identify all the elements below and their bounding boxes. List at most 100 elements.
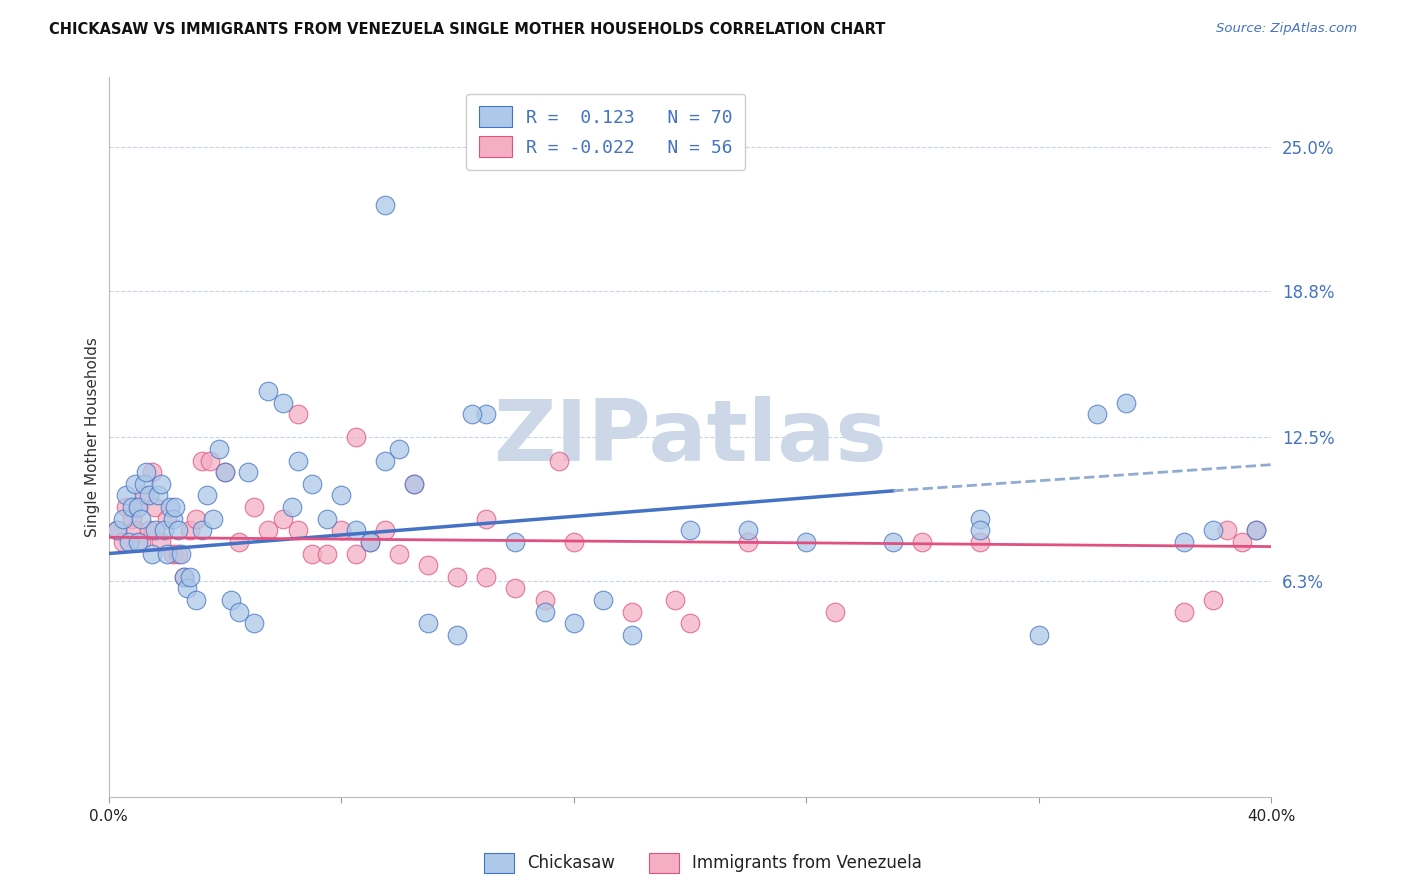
Point	[620, 628, 643, 642]
Point	[737, 535, 759, 549]
Point	[135, 465, 157, 479]
Point	[969, 524, 991, 538]
Point	[388, 442, 411, 456]
Point	[184, 512, 207, 526]
Legend: R =  0.123   N = 70, R = -0.022   N = 56: R = 0.123 N = 70, R = -0.022 N = 56	[467, 94, 745, 169]
Point	[664, 593, 686, 607]
Point	[243, 500, 266, 514]
Point	[112, 535, 135, 549]
Point	[1230, 535, 1253, 549]
Text: CHICKASAW VS IMMIGRANTS FROM VENEZUELA SINGLE MOTHER HOUSEHOLDS CORRELATION CHAR: CHICKASAW VS IMMIGRANTS FROM VENEZUELA S…	[49, 22, 886, 37]
Point	[153, 524, 176, 538]
Point	[562, 616, 585, 631]
Point	[184, 593, 207, 607]
Point	[115, 500, 138, 514]
Point	[149, 476, 172, 491]
Point	[1246, 524, 1268, 538]
Point	[969, 535, 991, 549]
Point	[533, 605, 555, 619]
Point	[315, 512, 337, 526]
Point	[228, 605, 250, 619]
Point	[1202, 593, 1225, 607]
Point	[190, 453, 212, 467]
Point	[1028, 628, 1050, 642]
Point	[402, 476, 425, 491]
Point	[344, 430, 367, 444]
Point	[138, 524, 160, 538]
Point	[824, 605, 846, 619]
Text: 40.0%: 40.0%	[1247, 809, 1295, 824]
Point	[374, 524, 396, 538]
Point	[243, 616, 266, 631]
Point	[388, 547, 411, 561]
Point	[287, 453, 309, 467]
Point	[162, 512, 184, 526]
Point	[1173, 535, 1195, 549]
Point	[562, 535, 585, 549]
Point	[280, 500, 302, 514]
Point	[402, 476, 425, 491]
Point	[475, 407, 498, 421]
Point	[505, 535, 527, 549]
Point	[118, 535, 141, 549]
Point	[287, 524, 309, 538]
Point	[271, 395, 294, 409]
Point	[330, 488, 353, 502]
Point	[359, 535, 381, 549]
Point	[179, 524, 201, 538]
Point	[112, 512, 135, 526]
Point	[127, 500, 149, 514]
Point	[105, 524, 128, 538]
Text: ZIPatlas: ZIPatlas	[494, 396, 887, 479]
Point	[374, 453, 396, 467]
Legend: Chickasaw, Immigrants from Venezuela: Chickasaw, Immigrants from Venezuela	[478, 847, 928, 880]
Point	[127, 500, 149, 514]
Point	[202, 512, 225, 526]
Point	[1115, 395, 1137, 409]
Text: 0.0%: 0.0%	[89, 809, 128, 824]
Point	[301, 547, 323, 561]
Point	[461, 407, 484, 421]
Point	[124, 524, 146, 538]
Point	[132, 476, 155, 491]
Point	[146, 488, 169, 502]
Point	[214, 465, 236, 479]
Point	[173, 570, 195, 584]
Point	[548, 453, 571, 467]
Point	[159, 500, 181, 514]
Point	[156, 512, 179, 526]
Point	[418, 616, 440, 631]
Point	[141, 547, 163, 561]
Point	[129, 512, 152, 526]
Point	[1216, 524, 1239, 538]
Point	[105, 524, 128, 538]
Text: Source: ZipAtlas.com: Source: ZipAtlas.com	[1216, 22, 1357, 36]
Point	[121, 500, 143, 514]
Point	[121, 512, 143, 526]
Point	[176, 582, 198, 596]
Point	[374, 198, 396, 212]
Point	[257, 524, 280, 538]
Point	[124, 476, 146, 491]
Point	[475, 570, 498, 584]
Point	[236, 465, 259, 479]
Y-axis label: Single Mother Households: Single Mother Households	[86, 337, 100, 537]
Point	[679, 616, 702, 631]
Point	[127, 535, 149, 549]
Point	[794, 535, 817, 549]
Point	[533, 593, 555, 607]
Point	[141, 465, 163, 479]
Point	[167, 524, 190, 538]
Point	[143, 500, 166, 514]
Point	[505, 582, 527, 596]
Point	[132, 488, 155, 502]
Point	[882, 535, 904, 549]
Point	[257, 384, 280, 398]
Point	[1202, 524, 1225, 538]
Point	[190, 524, 212, 538]
Point	[271, 512, 294, 526]
Point	[1246, 524, 1268, 538]
Point	[287, 407, 309, 421]
Point	[129, 535, 152, 549]
Point	[173, 570, 195, 584]
